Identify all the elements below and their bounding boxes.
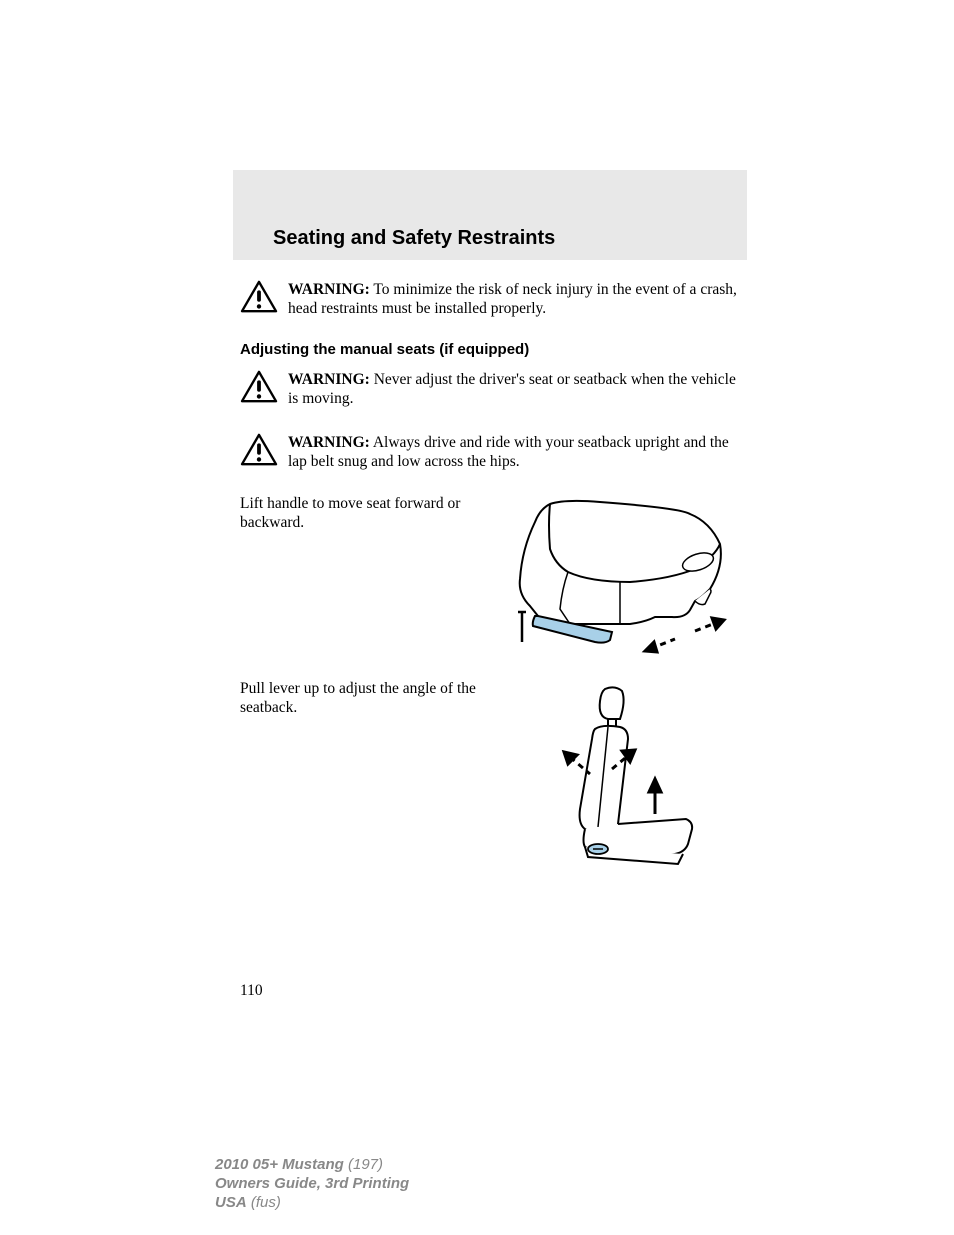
warning-block: WARNING: Never adjust the driver's seat … [240,368,740,409]
footer: 2010 05+ Mustang (197) Owners Guide, 3rd… [215,1156,409,1212]
instruction-step: Lift handle to move seat forward or back… [240,494,740,669]
seatback-angle-illustration [500,679,740,884]
warning-triangle-icon [240,431,284,472]
warning-label: WARNING: [288,281,370,298]
content-area: WARNING: To minimize the risk of neck in… [235,260,745,884]
warning-label: WARNING: [288,434,370,451]
page-content: Seating and Safety Restraints WARNING: T… [235,170,745,894]
warning-block: WARNING: To minimize the risk of neck in… [240,278,740,319]
footer-code: (197) [344,1156,383,1173]
instruction-step: Pull lever up to adjust the angle of the… [240,679,740,884]
footer-model: 2010 05+ Mustang [215,1156,344,1173]
step-text: Lift handle to move seat forward or back… [240,494,500,533]
warning-text: WARNING: Never adjust the driver's seat … [284,368,740,409]
warning-text: WARNING: To minimize the risk of neck in… [284,278,740,319]
seat-forward-backward-illustration [500,494,740,669]
section-title: Seating and Safety Restraints [273,227,555,250]
footer-line-1: 2010 05+ Mustang (197) [215,1156,409,1175]
footer-region: USA [215,1194,247,1211]
footer-line-3: USA (fus) [215,1194,409,1213]
warning-triangle-icon [240,278,284,319]
step-text: Pull lever up to adjust the angle of the… [240,679,500,718]
footer-line-2: Owners Guide, 3rd Printing [215,1175,409,1194]
footer-region-code: (fus) [247,1194,281,1211]
warning-label: WARNING: [288,371,370,388]
page-number: 110 [240,982,263,1000]
section-header-band: Seating and Safety Restraints [233,170,747,260]
warning-triangle-icon [240,368,284,409]
subheading: Adjusting the manual seats (if equipped) [240,341,740,358]
warning-text: WARNING: Always drive and ride with your… [284,431,740,472]
warning-block: WARNING: Always drive and ride with your… [240,431,740,472]
